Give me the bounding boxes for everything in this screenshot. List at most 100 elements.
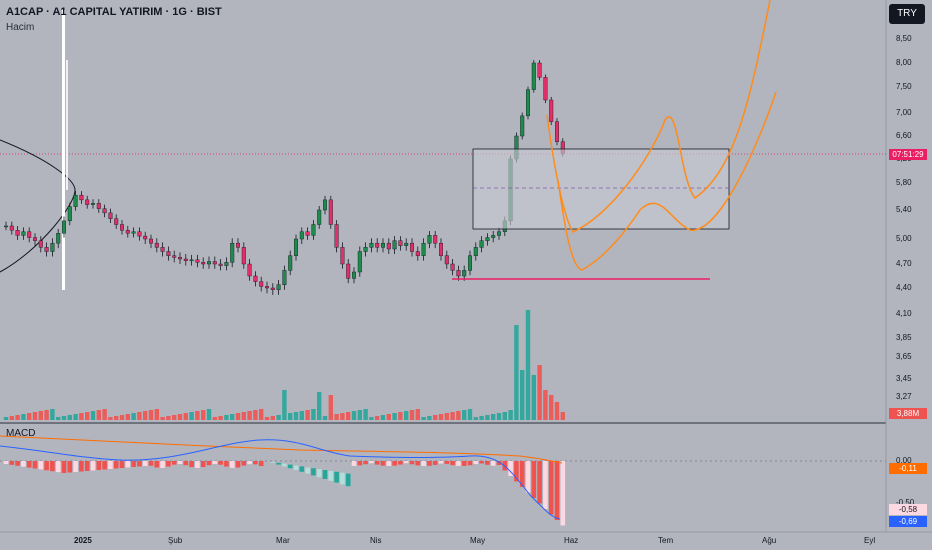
candle-body [404, 242, 409, 246]
macd-histogram-bar [322, 470, 328, 479]
candle-body [102, 208, 107, 214]
volume-bar [450, 412, 455, 420]
candle-body [50, 242, 55, 252]
candle-body [323, 199, 328, 211]
macd-histogram-bar [531, 461, 537, 498]
candle-body [439, 242, 444, 256]
candle-body [201, 262, 206, 265]
candle-body [3, 225, 8, 228]
candle-body [294, 238, 299, 256]
candle-body [479, 240, 484, 248]
last-time-badge: 07:51:29 [889, 149, 927, 160]
candle-body [334, 224, 339, 248]
macd-histogram-bar [380, 461, 386, 466]
candle-body [230, 242, 235, 263]
time-tick-label: Haz [564, 536, 579, 545]
candle-body [363, 247, 368, 252]
macd-histogram-bar [189, 461, 194, 468]
macd-histogram-bar [508, 461, 513, 476]
rectangle-zone [472, 148, 730, 230]
candle-body [21, 231, 26, 236]
macd-histogram-bar [177, 461, 183, 465]
volume-bar [73, 414, 78, 420]
macd-histogram-bar [9, 461, 15, 465]
price-tick-label: 3,27 [896, 392, 912, 401]
volume-bar [462, 410, 467, 420]
price-tick-label: 3,85 [896, 333, 912, 342]
candle-body [415, 251, 420, 256]
candle-body [183, 258, 188, 261]
volume-bar [293, 412, 299, 420]
macd-histogram-bar [427, 461, 432, 466]
volume-bar [514, 325, 519, 420]
volume-bar [218, 416, 223, 420]
volume-bar [166, 416, 171, 420]
candle-body [235, 242, 240, 248]
macd-histogram-bar [514, 461, 519, 482]
candle-body [497, 231, 502, 236]
macd-hist-badge: -0,11 [889, 463, 927, 474]
volume-bar [183, 413, 188, 420]
candle-body [491, 235, 496, 238]
candle-body [160, 247, 165, 252]
candle-body [398, 240, 403, 246]
macd-histogram-bar [485, 461, 490, 465]
macd-histogram-bar [351, 461, 357, 466]
volume-bar [44, 410, 49, 420]
volume-bar [195, 411, 200, 420]
volume-bar [404, 411, 409, 420]
volume-bar [224, 415, 229, 420]
macd-histogram-bar [166, 461, 171, 467]
macd-histogram-bar [50, 461, 55, 472]
macd-label: MACD [6, 428, 36, 439]
macd-histogram-bar [311, 468, 316, 476]
volume-bar [108, 417, 113, 420]
volume-bar [61, 416, 67, 420]
candle-body [125, 230, 130, 234]
volume-bar [38, 411, 43, 420]
macd-histogram-bar [357, 461, 363, 466]
volume-bar [444, 413, 449, 420]
macd-histogram-bar [374, 461, 380, 465]
macd-histogram-bar [212, 461, 218, 465]
macd-histogram-bar [444, 461, 450, 464]
volume-bar [421, 417, 426, 420]
volume-bar [15, 415, 20, 420]
candle-body [172, 255, 177, 258]
macd-histogram-bar [276, 462, 281, 465]
macd-histogram-bar [479, 461, 484, 464]
macd-histogram-bar [79, 461, 84, 472]
volume-bar [554, 402, 560, 420]
candle-body [386, 242, 391, 250]
candle-body [276, 284, 281, 290]
volume-profile-curve [0, 139, 76, 273]
price-tick-label: 4,70 [896, 259, 912, 268]
volume-bar [67, 415, 72, 420]
macd-histogram-bar [299, 466, 305, 472]
volume-bar [549, 395, 554, 420]
candle-body [154, 242, 159, 248]
macd-histogram-bar [287, 464, 293, 469]
volume-bar [427, 416, 432, 420]
volume-bar [328, 395, 333, 420]
candle-body [288, 255, 293, 271]
macd-histogram-bar [525, 461, 531, 493]
candle-body [108, 212, 113, 219]
macd-signal-line [0, 435, 563, 464]
currency-button[interactable]: TRY [889, 4, 925, 24]
time-tick-label: Tem [658, 536, 674, 545]
volume-bar [543, 390, 548, 420]
macd-line [0, 439, 561, 520]
macd-histogram-bar [247, 461, 252, 465]
candle-body [114, 218, 119, 225]
macd-histogram-bar [328, 470, 334, 481]
volume-bar [125, 414, 130, 420]
candle-body [27, 231, 32, 238]
volume-bar [375, 416, 380, 420]
volume-bar [154, 409, 159, 420]
macd-histogram-bar [398, 461, 403, 465]
macd-histogram-bar [235, 461, 241, 468]
macd-histogram-bar [490, 461, 496, 466]
macd-histogram-bar [148, 461, 154, 466]
